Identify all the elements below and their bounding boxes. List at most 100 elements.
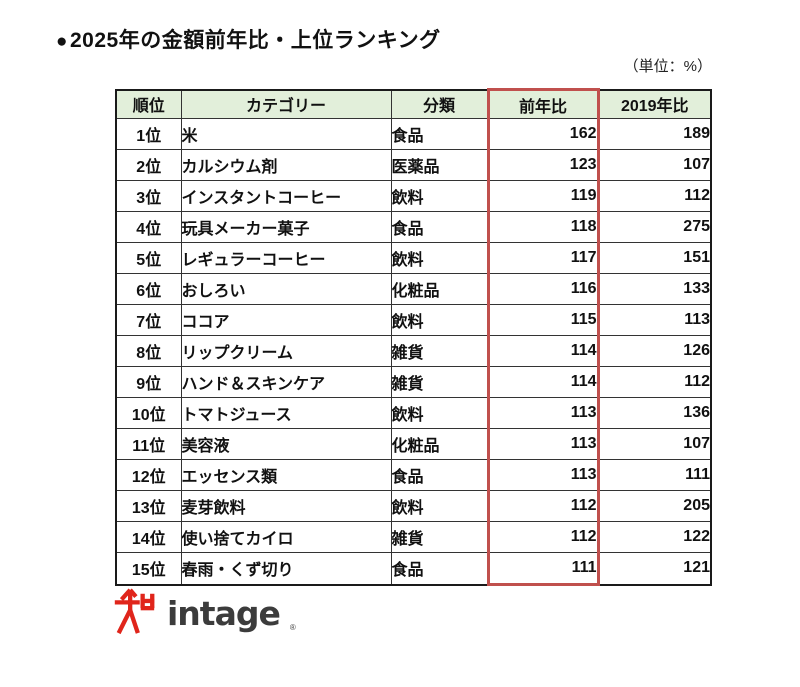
table-row: 15位 春雨・くず切り 食品 111 121 — [115, 552, 712, 586]
table-body: 1位米食品 162 189 2位 カルシウム剤 医薬品 123 107 3位 インスタントコーヒー… — [115, 118, 712, 586]
header-rank: 順位 — [115, 89, 182, 119]
category-cell: ハンド＆スキンケア — [180, 366, 392, 398]
rank-cell: 7位 — [115, 304, 182, 336]
intage-logo-mark-icon — [114, 588, 155, 635]
table-row: 14位 使い捨てカイロ 雑貨 112 122 — [115, 521, 712, 553]
rank-cell: 13位 — [115, 490, 182, 522]
yoy-cell: 113 — [486, 397, 600, 429]
table-row: 10位 トマトジュース 飲料 113 136 — [115, 397, 712, 429]
rank-cell: 14位 — [115, 521, 182, 553]
vs2019-cell: 112 — [597, 366, 712, 398]
vs2019-cell: 133 — [597, 273, 712, 305]
category-cell: リップクリーム — [180, 335, 392, 367]
class-cell: 雑貨 — [390, 366, 489, 398]
yoy-cell: 114 — [486, 366, 600, 398]
category-cell: 使い捨てカイロ — [180, 521, 392, 553]
rank-cell: 11位 — [115, 428, 182, 460]
table-row: 13位 麦芽飲料 飲料 112 205 — [115, 490, 712, 522]
rank-cell: 5位 — [115, 242, 182, 274]
yoy-cell: 119 — [486, 180, 600, 212]
table-row: 11位 美容液 化粧品 113 107 — [115, 428, 712, 460]
header-category: カテゴリー — [180, 89, 392, 119]
rank-cell: 9位 — [115, 366, 182, 398]
class-cell: 食品 — [390, 459, 489, 491]
yoy-cell: 115 — [486, 304, 600, 336]
page-title: ●2025年の金額前年比・上位ランキング — [56, 24, 441, 54]
table-row: 2位 カルシウム剤 医薬品 123 107 — [115, 149, 712, 181]
table-row: 5位 レギュラーコーヒー 飲料 117 151 — [115, 242, 712, 274]
category-cell: 米 — [180, 118, 392, 150]
table-row: 8位 リップクリーム 雑貨 114 126 — [115, 335, 712, 367]
registered-trademark-icon: ® — [289, 623, 296, 632]
category-cell: エッセンス類 — [180, 459, 392, 491]
table-row: 9位 ハンド＆スキンケア 雑貨 114 112 — [115, 366, 712, 398]
rank-cell: 3位 — [115, 180, 182, 212]
rank-cell: 6位 — [115, 273, 182, 305]
table-row: 1位米食品 162 189 — [115, 118, 712, 150]
ranking-table: 順位 カテゴリー 分類 前年比 2019年比 1位米食品 162 189 2位 カルシウ… — [115, 88, 712, 586]
yoy-cell: 113 — [486, 428, 600, 460]
table-row: 12位 エッセンス類 食品 113 111 — [115, 459, 712, 491]
category-cell: 麦芽飲料 — [180, 490, 392, 522]
yoy-cell: 112 — [486, 521, 600, 553]
yoy-cell: 118 — [486, 211, 600, 243]
yoy-cell: 114 — [486, 335, 600, 367]
vs2019-cell: 136 — [597, 397, 712, 429]
class-cell: 食品 — [390, 552, 489, 585]
yoy-cell: 116 — [486, 273, 600, 305]
class-cell: 飲料 — [390, 490, 489, 522]
header-vs2019: 2019年比 — [597, 89, 712, 119]
class-cell: 化粧品 — [390, 273, 489, 305]
table-row: 7位 ココア 飲料 115 113 — [115, 304, 712, 336]
class-cell: 雑貨 — [390, 521, 489, 553]
rank-cell: 15位 — [115, 552, 182, 585]
yoy-cell: 123 — [486, 149, 600, 181]
bullet-icon: ● — [56, 31, 68, 52]
vs2019-cell: 275 — [597, 211, 712, 243]
category-cell: トマトジュース — [180, 397, 392, 429]
intage-logo: intage ® — [110, 588, 296, 636]
vs2019-cell: 205 — [597, 490, 712, 522]
rank-cell: 12位 — [115, 459, 182, 491]
category-cell: 美容液 — [180, 428, 392, 460]
category-cell: カルシウム剤 — [180, 149, 392, 181]
class-cell: 雑貨 — [390, 335, 489, 367]
rank-cell: 8位 — [115, 335, 182, 367]
vs2019-cell: 189 — [597, 118, 712, 150]
page-title-text: 2025年の金額前年比・上位ランキング — [69, 29, 441, 52]
category-cell: ココア — [180, 304, 392, 336]
class-cell: 飲料 — [390, 180, 489, 212]
vs2019-cell: 111 — [597, 459, 712, 491]
vs2019-cell: 113 — [597, 304, 712, 336]
vs2019-cell: 126 — [597, 335, 712, 367]
class-cell: 医薬品 — [390, 149, 489, 181]
category-cell: インスタントコーヒー — [180, 180, 392, 212]
table-row: 6位 おしろい 化粧品 116 133 — [115, 273, 712, 305]
table-row: 3位 インスタントコーヒー 飲料 119 112 — [115, 180, 712, 212]
yoy-cell: 112 — [486, 490, 600, 522]
class-cell: 食品 — [390, 211, 489, 243]
category-cell: おしろい — [180, 273, 392, 305]
vs2019-cell: 151 — [597, 242, 712, 274]
category-cell: レギュラーコーヒー — [180, 242, 392, 274]
class-cell: 化粧品 — [390, 428, 489, 460]
rank-cell: 4位 — [115, 211, 182, 243]
yoy-cell: 162 — [486, 118, 600, 150]
yoy-cell: 113 — [486, 459, 600, 491]
rank-cell: 2位 — [115, 149, 182, 181]
vs2019-cell: 122 — [597, 521, 712, 553]
yoy-cell: 111 — [486, 552, 600, 586]
class-cell: 飲料 — [390, 242, 489, 274]
vs2019-cell: 112 — [597, 180, 712, 212]
header-yoy: 前年比 — [486, 88, 600, 119]
intage-logo-text: intage — [167, 593, 281, 633]
category-cell: 玩具メーカー菓子 — [180, 211, 392, 243]
vs2019-cell: 107 — [597, 149, 712, 181]
class-cell: 飲料 — [390, 397, 489, 429]
category-cell: 春雨・くず切り — [180, 552, 392, 585]
table-header: 順位 カテゴリー 分類 前年比 2019年比 — [115, 88, 712, 119]
yoy-cell: 117 — [486, 242, 600, 274]
vs2019-cell: 107 — [597, 428, 712, 460]
rank-cell: 10位 — [115, 397, 182, 429]
